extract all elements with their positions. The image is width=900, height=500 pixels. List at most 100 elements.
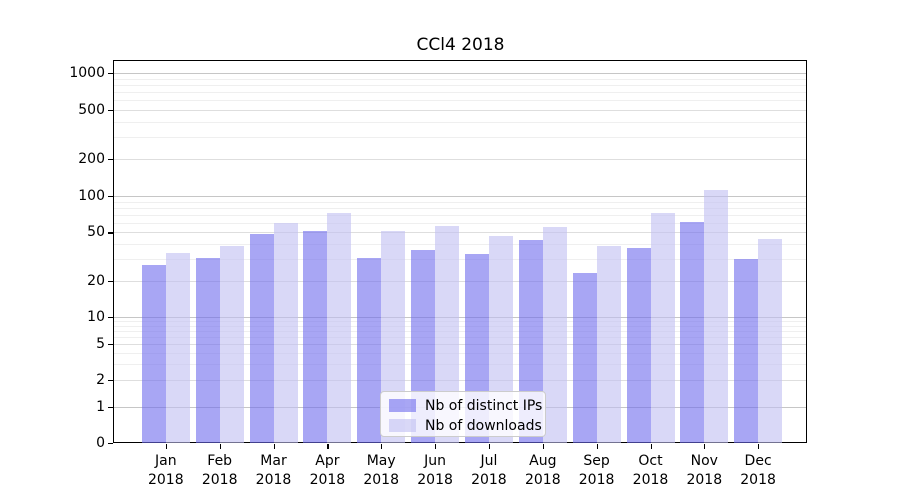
gridline-300 [114,137,806,139]
bar-may-2018-distinct-ips [357,257,382,443]
gridline-70 [114,214,806,216]
y-tick-mark-500 [108,110,113,112]
gridline-9 [114,321,806,323]
gridline-5 [114,344,806,346]
gridline-100 [114,196,806,197]
bar-feb-2018-downloads [219,245,244,443]
y-tick-label-20: 20 [87,272,105,289]
x-tick-label-aug: Aug 2018 [524,453,561,488]
y-tick-label-100: 100 [78,188,105,204]
bar-apr-2018-downloads [327,213,352,443]
legend-swatch-distinct-ips [389,399,416,412]
bar-jan-2018-distinct-ips [141,264,166,443]
plot-area [113,60,807,443]
x-tick-mark-1 [165,444,167,449]
bar-nov-2018-distinct-ips [680,222,705,443]
gridline-4 [114,352,806,354]
legend: Nb of distinct IPs Nb of downloads [380,391,546,437]
x-tick-label-may: May 2018 [363,453,399,488]
bar-dec-2018-downloads [758,239,783,443]
gridline-80 [114,207,806,209]
bar-dec-2018-distinct-ips [734,259,759,443]
gridline-7 [114,330,806,332]
gridline-1000 [114,73,806,74]
x-tick-mark-4 [327,444,329,449]
legend-label-distinct-ips: Nb of distinct IPs [425,397,543,414]
x-tick-mark-12 [758,444,760,449]
x-tick-mark-9 [596,444,598,449]
y-tick-label-50: 50 [87,224,105,241]
y-tick-mark-1 [108,407,113,409]
legend-swatch-downloads [389,419,416,432]
gridline-2 [114,379,806,381]
x-tick-label-jan: Jan 2018 [147,453,184,488]
x-tick-label-oct: Oct 2018 [632,453,669,488]
y-tick-mark-2 [108,379,113,382]
x-tick-label-feb: Feb 2018 [201,453,238,488]
y-tick-mark-20 [108,280,113,282]
y-tick-mark-0 [108,443,113,445]
y-tick-label-1: 1 [96,399,105,415]
y-tick-mark-50 [108,232,113,234]
bar-nov-2018-downloads [704,189,729,443]
x-tick-mark-10 [650,444,652,449]
gridline-50 [114,232,806,234]
gridline-800 [114,84,806,86]
chart-title: CCl4 2018 [416,35,505,55]
y-tick-label-5: 5 [96,336,105,353]
gridline-600 [114,100,806,102]
legend-item-distinct-ips: Nb of distinct IPs [389,397,542,414]
x-tick-mark-2 [219,444,221,449]
bar-oct-2018-downloads [650,213,675,443]
x-tick-label-jun: Jun 2018 [417,453,453,488]
x-tick-mark-6 [435,444,437,449]
y-tick-mark-1000 [108,73,113,75]
bars-layer [114,61,806,443]
gridline-700 [114,92,806,94]
gridline-40 [114,244,806,246]
gridline-3 [114,364,806,366]
x-tick-mark-11 [704,444,706,449]
x-tick-label-jul: Jul 2018 [471,453,507,488]
x-tick-mark-3 [273,444,275,449]
gridline-90 [114,201,806,203]
x-tick-label-sep: Sep 2018 [578,453,615,488]
y-tick-label-500: 500 [78,102,105,118]
y-tick-label-0: 0 [96,435,105,451]
x-tick-mark-7 [488,444,491,449]
legend-item-downloads: Nb of downloads [389,417,542,434]
gridline-60 [114,222,806,224]
bar-sep-2018-distinct-ips [572,273,597,443]
bar-oct-2018-distinct-ips [626,248,651,443]
x-tick-label-nov: Nov 2018 [686,453,723,488]
gridline-900 [114,78,806,80]
bar-feb-2018-distinct-ips [195,257,220,443]
gridline-500 [114,110,806,111]
bar-apr-2018-distinct-ips [303,231,328,443]
gridline-6 [114,337,806,338]
gridline-400 [114,121,806,123]
x-tick-label-apr: Apr 2018 [309,453,346,488]
bar-sep-2018-downloads [596,245,621,443]
gridline-200 [114,159,806,160]
gridline-8 [114,325,806,327]
x-tick-mark-8 [542,444,544,449]
y-tick-mark-200 [108,159,113,161]
y-tick-label-2: 2 [96,371,105,388]
legend-label-downloads: Nb of downloads [425,417,542,434]
y-tick-label-200: 200 [78,151,105,167]
bar-aug-2018-downloads [542,226,567,443]
bar-mar-2018-downloads [273,222,298,443]
gridline-20 [114,280,806,282]
y-tick-mark-5 [108,344,113,346]
gridline-30 [114,259,806,261]
bar-jan-2018-downloads [165,252,190,443]
bar-mar-2018-distinct-ips [249,233,274,443]
x-tick-label-dec: Dec 2018 [740,453,776,488]
y-tick-mark-10 [108,317,113,319]
x-tick-mark-5 [381,444,383,449]
y-tick-mark-100 [108,196,113,198]
x-tick-label-mar: Mar 2018 [255,453,292,488]
y-tick-label-10: 10 [87,309,105,325]
